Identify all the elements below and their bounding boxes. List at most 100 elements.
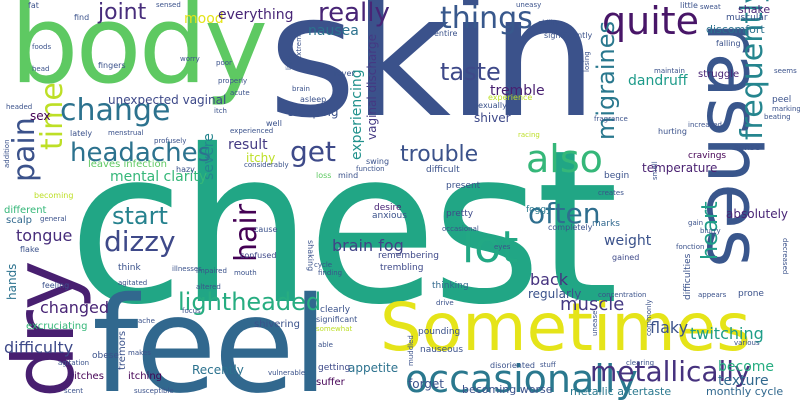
word-hands: hands [5, 263, 19, 300]
word-start: start [112, 202, 168, 230]
word-extreme: extreme [295, 30, 303, 60]
word-nauseous: nauseous [420, 345, 464, 355]
word-eyes: eyes [494, 243, 511, 251]
word-mouth: mouth [234, 269, 257, 277]
word-head: head [32, 65, 50, 73]
word-begin: begin [604, 171, 630, 181]
word-weight: weight [604, 233, 652, 249]
word-tongue: tongue [16, 226, 73, 245]
word-seems: seems [774, 67, 797, 75]
word-get: get [290, 135, 336, 168]
word-increased: increased [688, 121, 722, 129]
word-impaired: impaired [196, 267, 227, 275]
word-remembering: remembering [378, 251, 439, 261]
word-muscle: muscle [560, 294, 625, 315]
word-muddled: muddled [407, 335, 415, 366]
word-muscular: muscular [726, 13, 768, 23]
word-agitated: agitated [118, 279, 148, 287]
word-lightheaded: lightheaded [178, 288, 322, 316]
word-well: well [266, 119, 282, 128]
word-acute: acute [230, 89, 250, 97]
word-thinking: thinking [432, 281, 469, 291]
word-sensed: sensed [156, 1, 181, 9]
word-creates: creates [598, 189, 624, 197]
word-unease: unease [591, 310, 599, 336]
word-experiencing: experiencing [349, 69, 365, 160]
word-sex: sex [30, 109, 51, 123]
word-clearly: clearly [320, 305, 351, 315]
word-back: back [530, 270, 569, 289]
word-dandruff: dandruff [628, 73, 688, 89]
word-illnesses: illnesses [172, 265, 202, 273]
word-hurting: hurting [658, 127, 687, 136]
word-lot: lot [462, 222, 519, 273]
word-becoming-worse: becoming worse [462, 383, 553, 396]
word-change: change [60, 93, 171, 128]
word-getting: getting [318, 363, 351, 373]
word-pretty: pretty [446, 209, 474, 219]
word-properly: properly [218, 77, 248, 85]
word-headaches: headaches [70, 138, 212, 168]
word-ability: ability [538, 19, 560, 27]
word-regularly: regularly [528, 287, 582, 301]
word-shaking: shaking [306, 240, 315, 272]
word-joint: joint [98, 0, 147, 25]
word-everything: everything [218, 7, 294, 23]
word-skin: skin [268, 0, 598, 156]
word-profusely: profusely [154, 137, 187, 145]
word-cravings: cravings [688, 151, 727, 161]
word-nausea: nausea [308, 23, 359, 39]
word-occasionally: occasionally [405, 357, 638, 400]
word-twitching: twitching [690, 324, 764, 343]
word-present: present [446, 181, 481, 191]
word-difficult: difficult [426, 165, 460, 175]
word-scalp: scalp [6, 215, 32, 226]
word-scent: scent [64, 387, 83, 395]
word-gained: gained [612, 253, 640, 262]
word-entire: entire [434, 29, 458, 38]
word-hazy: hazy [176, 165, 195, 174]
word-become: become [718, 359, 775, 375]
word-things: things [440, 1, 533, 36]
word-completely: completely [548, 223, 593, 232]
word-fonction: fonction [676, 243, 705, 251]
word-flake: flake [20, 245, 40, 254]
word-pounding: pounding [418, 327, 461, 337]
word-significant: significant [316, 315, 358, 324]
word-absolutely: absolutely [726, 207, 789, 221]
word-difficulties: difficulties [683, 253, 693, 300]
word-itches: itches [74, 371, 104, 382]
word-think: think [118, 263, 141, 273]
word-chest: chest [68, 104, 619, 351]
word-various: various [734, 339, 760, 347]
word-experience: experience [488, 93, 533, 102]
word-significantly: significantly [544, 31, 593, 40]
word-vaginal-discharge: vaginal discharge [365, 34, 379, 140]
word-swing: swing [366, 157, 390, 166]
word-metallically: metallically [590, 355, 751, 388]
word-result: result [228, 137, 268, 153]
word-vulnerable: vulnerable [268, 369, 306, 377]
word-fat: fat [28, 1, 39, 10]
word-headed: headed [6, 103, 33, 111]
word-falling: falling [716, 39, 741, 48]
word-little: little [680, 1, 698, 10]
word-poor: poor [216, 59, 232, 67]
word-trembling: trembling [380, 263, 424, 273]
word-mental-clarity: mental clarity [110, 169, 208, 185]
word-racing: racing [518, 131, 540, 139]
word-leaves-infection: leaves infection [88, 159, 167, 170]
word-stuff: stuff [540, 361, 556, 369]
word-monthly-cycle: monthly cycle [706, 385, 784, 398]
word-appears: appears [698, 291, 727, 299]
word-tremble: tremble [490, 83, 545, 99]
word-drive: drive [436, 299, 454, 307]
word-dizzy: dizzy [104, 225, 176, 258]
word-itching: itching [128, 371, 162, 382]
word-maintain: maintain [654, 67, 685, 75]
word-confused: confused [240, 251, 277, 260]
word-uneasy: uneasy [516, 1, 542, 9]
word-different: different [4, 205, 47, 216]
word-texture: texture [718, 373, 769, 389]
word-really: really [318, 0, 390, 28]
